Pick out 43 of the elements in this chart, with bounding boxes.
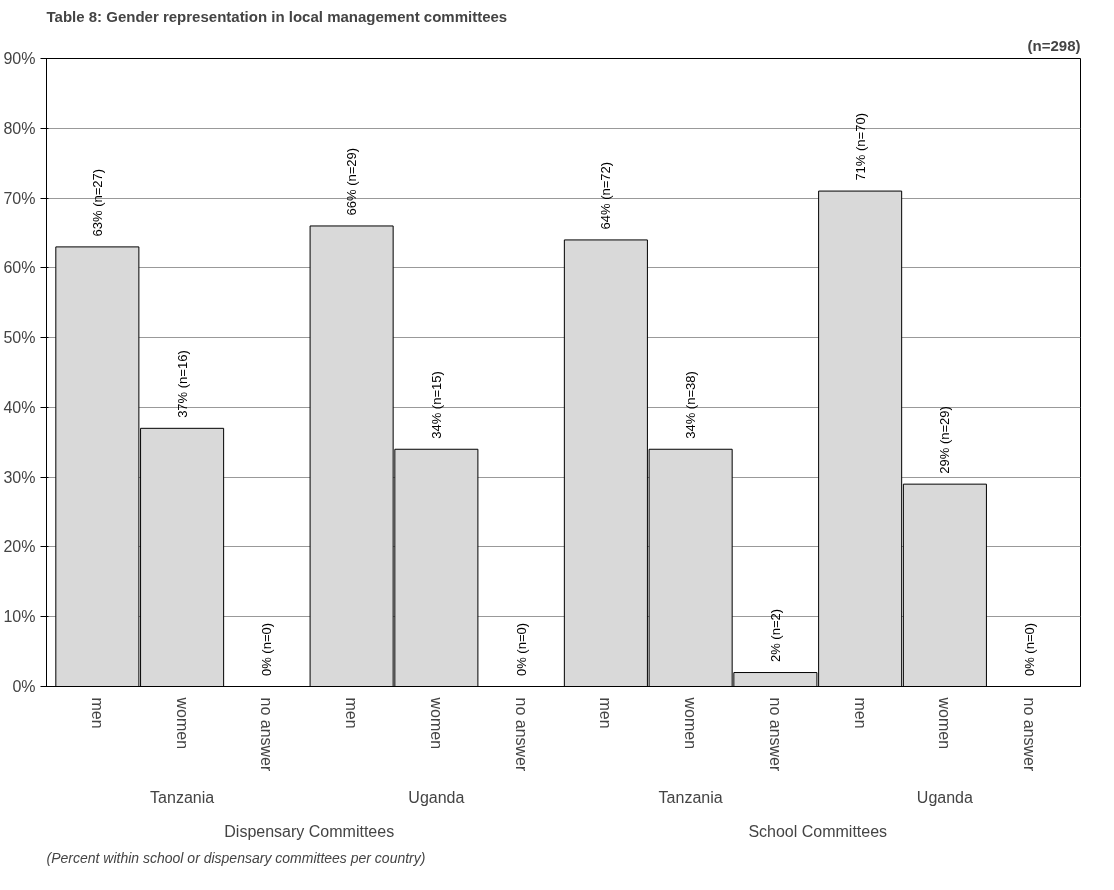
y-tick-label: 40% bbox=[3, 398, 36, 416]
x-tick-label: men bbox=[597, 697, 615, 729]
x-tick-label: women bbox=[173, 696, 191, 750]
data-label: 37% (n=16) bbox=[174, 350, 190, 418]
data-label: 0% (n=0) bbox=[513, 622, 529, 677]
x-tick-label: no answer bbox=[1021, 697, 1039, 772]
text: Uganda bbox=[916, 788, 974, 806]
y-tick-label: 50% bbox=[3, 329, 36, 347]
data-label: 2% (n=2) bbox=[767, 608, 783, 663]
data-label: 63% (n=27) bbox=[89, 168, 105, 237]
x-tick-label: no answer bbox=[512, 697, 530, 772]
x-tick-label: men bbox=[343, 697, 361, 729]
y-tick-label: 20% bbox=[3, 538, 36, 556]
x-tick-label: men bbox=[88, 697, 106, 729]
x-tick-label: no answer bbox=[258, 697, 276, 772]
y-tick-label: 70% bbox=[3, 189, 36, 207]
data-label: 71% (n=70) bbox=[852, 113, 868, 181]
text: Uganda bbox=[408, 788, 465, 806]
data-label: 0% (n=0) bbox=[259, 622, 275, 677]
chart-subtitle: (n=298) bbox=[1027, 36, 1081, 54]
data-label: 0% (n=0) bbox=[1022, 622, 1038, 677]
x-tick-label: women bbox=[682, 696, 700, 750]
text: Dispensary Committees bbox=[224, 822, 395, 840]
y-tick-label: 80% bbox=[3, 119, 36, 137]
data-label: 34% (n=38) bbox=[683, 371, 699, 439]
x-tick-label: women bbox=[936, 696, 954, 750]
text: School Committees bbox=[748, 822, 888, 840]
chart-title: Table 8: Gender representation in local management committees bbox=[46, 7, 508, 25]
y-tick-label: 10% bbox=[3, 608, 36, 626]
data-label: 64% (n=72) bbox=[598, 161, 614, 230]
y-tick-label: 90% bbox=[3, 50, 36, 67]
y-tick-label: 60% bbox=[3, 259, 36, 277]
x-tick-label: no answer bbox=[766, 697, 784, 772]
text: (Percent within school or dispensary committees per country) bbox=[46, 849, 426, 866]
data-label: 66% (n=29) bbox=[344, 147, 360, 216]
data-label: 34% (n=15) bbox=[428, 371, 444, 439]
y-tick-label: 30% bbox=[3, 468, 36, 486]
text: Tanzania bbox=[150, 788, 215, 806]
data-label: 29% (n=29) bbox=[937, 406, 953, 474]
x-tick-label: women bbox=[427, 696, 445, 750]
y-tick-label: 0% bbox=[12, 678, 36, 695]
x-tick-label: men bbox=[851, 697, 869, 729]
text: Tanzania bbox=[658, 788, 723, 806]
